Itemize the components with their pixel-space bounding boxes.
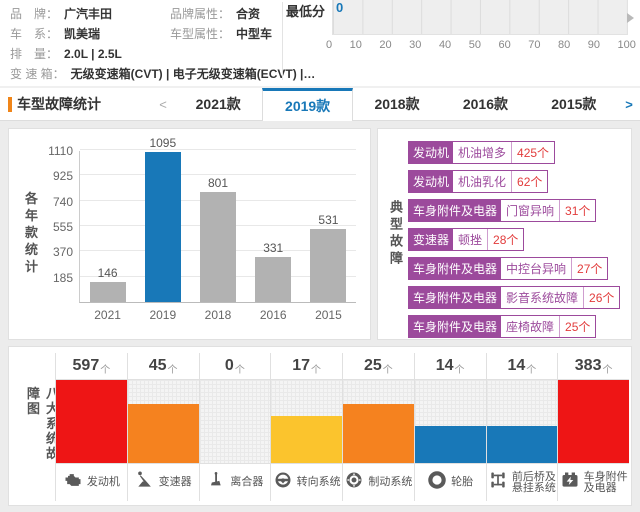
system-column-tires: 14 个 轮胎 bbox=[413, 353, 486, 501]
score-scale-track bbox=[332, 0, 634, 35]
y-tick-label: 925 bbox=[52, 169, 73, 184]
system-column-axle-suspension: 14 个 前后桥及 悬挂系统 bbox=[485, 353, 558, 501]
yearly-bar-chart: 185 370 555 740 925 1110 146 2021 1095 2019 8… bbox=[45, 136, 356, 329]
section-title: 车型故障统计 bbox=[17, 96, 101, 112]
severity-bar bbox=[56, 380, 127, 463]
score-scale-ticks: 0 10 20 30 40 50 60 70 80 90 100 bbox=[326, 39, 636, 51]
brand-label: 品 牌： bbox=[10, 7, 59, 21]
typical-faults-title: 典型故障 bbox=[388, 200, 403, 268]
displacement-label: 排 量： bbox=[10, 47, 59, 61]
gridline bbox=[80, 149, 356, 150]
tab-2015[interactable]: 2015款 bbox=[551, 96, 597, 112]
fault-list: 发动机 机油增多 425个 发动机 机油乳化 62个 车身附件及电器 门窗异响 31个 变速… bbox=[408, 141, 625, 344]
yearly-stats-panel: 各年款统计 185 370 555 740 925 1110 146 2021 1095 … bbox=[8, 128, 371, 340]
bar-2016: 331 2016 bbox=[246, 151, 301, 322]
y-tick-label: 1110 bbox=[48, 144, 73, 158]
fault-count: 45 个 bbox=[127, 353, 199, 380]
y-tick-label: 555 bbox=[52, 220, 73, 234]
section-divider bbox=[0, 86, 640, 88]
steering-wheel-icon bbox=[273, 470, 293, 495]
gearbox-label: 变 速 箱： bbox=[10, 67, 65, 81]
min-score-panel: 最低分 0 0 10 20 30 40 50 60 70 80 90 100 bbox=[286, 0, 636, 60]
tab-2019[interactable]: 2019款 bbox=[262, 88, 353, 121]
next-arrow[interactable]: > bbox=[625, 96, 633, 112]
displacement-value: 2.0L | 2.5L bbox=[64, 47, 122, 61]
gearbox-value: 无级变速箱(CVT) | 电子无级变速箱(ECVT) |… bbox=[70, 67, 316, 81]
min-score-label: 最低分 bbox=[286, 4, 326, 19]
section-title-block: 车型故障统计 bbox=[0, 88, 152, 120]
fault-tag[interactable]: 车身附件及电器 中控台异响 27个 bbox=[408, 257, 609, 280]
vehicle-info-panel: 品 牌： 广汽丰田 品牌属性： 合资 车 系： 凯美瑞 车型属性： 中型车 排 量： 2.… bbox=[0, 0, 640, 86]
gridline bbox=[80, 174, 356, 176]
fault-count: 14 个 bbox=[486, 353, 558, 380]
system-column-transmission: 45 个 变速器 bbox=[126, 353, 199, 501]
severity-bar bbox=[199, 380, 271, 463]
system-column-engine: 597 个 发动机 bbox=[55, 353, 127, 501]
tab-2021[interactable]: 2021款 bbox=[195, 96, 241, 112]
fault-tag[interactable]: 发动机 机油增多 425个 bbox=[408, 141, 556, 164]
content-area: 各年款统计 185 370 555 740 925 1110 146 2021 1095 … bbox=[0, 121, 640, 512]
brand-value: 广汽丰田 bbox=[64, 7, 113, 21]
axle-suspension-icon bbox=[488, 470, 508, 495]
fault-tag[interactable]: 车身附件及电器 门窗异响 31个 bbox=[408, 199, 597, 222]
y-axis: 185 370 555 740 925 1110 bbox=[45, 144, 75, 303]
brand-attr-value: 合资 bbox=[236, 7, 261, 21]
severity-bar bbox=[127, 380, 199, 463]
bar-2015: 531 2015 bbox=[301, 151, 356, 322]
system-column-body-electric: 383 个 车身附件 及电器 bbox=[557, 353, 629, 501]
clutch-pedal-icon bbox=[206, 470, 226, 495]
y-tick-label: 185 bbox=[52, 270, 73, 285]
fault-tag[interactable]: 车身附件及电器 座椅故障 25个 bbox=[408, 315, 597, 338]
severity-bar bbox=[343, 380, 414, 463]
gearshift-icon bbox=[135, 470, 155, 495]
tab-bar: 车型故障统计 < 2021款 2019款 2018款 2016款 2015款 > bbox=[0, 88, 640, 121]
series-label: 车 系： bbox=[10, 27, 59, 41]
severity-bar bbox=[558, 380, 629, 463]
fault-count: 25 个 bbox=[343, 353, 414, 380]
vertical-divider bbox=[282, 2, 283, 80]
tab-2016[interactable]: 2016款 bbox=[462, 96, 508, 112]
fault-count: 17 个 bbox=[271, 353, 342, 380]
fault-tag[interactable]: 发动机 机油乳化 62个 bbox=[408, 170, 549, 193]
bar-2019: 1095 2019 bbox=[135, 136, 190, 322]
fault-tag[interactable]: 变速器 顿挫 28个 bbox=[408, 228, 525, 251]
tab-2018[interactable]: 2018款 bbox=[374, 96, 420, 112]
brake-disc-icon bbox=[344, 470, 364, 495]
fault-count: 597 个 bbox=[56, 353, 127, 380]
prev-arrow[interactable]: < bbox=[159, 96, 167, 112]
fault-tag[interactable]: 车身附件及电器 影音系统故障 26个 bbox=[408, 286, 621, 309]
severity-bar bbox=[486, 380, 558, 463]
typical-faults-panel: 典型故障 发动机 机油增多 425个 发动机 机油乳化 62个 车身附件及电器 门窗异响 3… bbox=[377, 128, 632, 340]
fault-count: 14 个 bbox=[414, 353, 486, 380]
type-attr-label: 车型属性： bbox=[170, 27, 231, 41]
series-value: 凯美瑞 bbox=[64, 27, 101, 41]
title-accent-bar bbox=[8, 96, 12, 112]
severity-bar bbox=[414, 380, 486, 463]
bar-2018: 801 2018 bbox=[190, 151, 245, 322]
year-chart-plot: 146 2021 1095 2019 801 2018 bbox=[79, 136, 356, 322]
severity-bar bbox=[271, 380, 342, 463]
engine-icon bbox=[63, 470, 83, 495]
yearly-chart-title: 各年款统计 bbox=[23, 191, 38, 277]
y-tick-label: 740 bbox=[52, 194, 73, 209]
system-column-steering: 17 个 转向系统 bbox=[270, 353, 342, 501]
system-column-brakes: 25 个 制动系统 bbox=[342, 353, 414, 501]
type-attr-value: 中型车 bbox=[236, 27, 273, 41]
y-tick-label: 370 bbox=[52, 245, 73, 260]
battery-electric-icon bbox=[560, 470, 580, 495]
fault-count: 383 个 bbox=[558, 353, 629, 380]
brand-attr-label: 品牌属性： bbox=[170, 7, 231, 21]
tire-icon bbox=[427, 470, 447, 495]
bar-2021: 146 2021 bbox=[80, 151, 135, 322]
min-score-value: 0 bbox=[336, 0, 344, 15]
